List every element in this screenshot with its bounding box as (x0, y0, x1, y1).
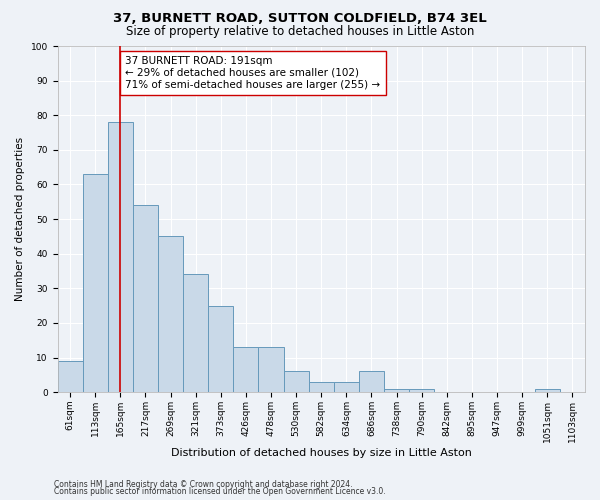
Bar (259, 347, 284, 392)
Bar (108, 122, 133, 392)
Text: 37 BURNETT ROAD: 191sqm
← 29% of detached houses are smaller (102)
71% of semi-d: 37 BURNETT ROAD: 191sqm ← 29% of detache… (125, 56, 380, 90)
Bar (58, 361, 83, 392)
X-axis label: Distribution of detached houses by size in Little Aston: Distribution of detached houses by size … (171, 448, 472, 458)
Text: Size of property relative to detached houses in Little Aston: Size of property relative to detached ho… (126, 25, 474, 38)
Bar (208, 306, 233, 392)
Bar (183, 274, 208, 392)
Y-axis label: Number of detached properties: Number of detached properties (15, 137, 25, 301)
Text: 37, BURNETT ROAD, SUTTON COLDFIELD, B74 3EL: 37, BURNETT ROAD, SUTTON COLDFIELD, B74 … (113, 12, 487, 26)
Bar (158, 236, 183, 392)
Bar (309, 382, 334, 392)
Bar (384, 388, 409, 392)
Bar (233, 347, 259, 392)
Text: Contains public sector information licensed under the Open Government Licence v3: Contains public sector information licen… (54, 487, 386, 496)
Bar (284, 372, 309, 392)
Bar (535, 388, 560, 392)
Bar (334, 382, 359, 392)
Text: Contains HM Land Registry data © Crown copyright and database right 2024.: Contains HM Land Registry data © Crown c… (54, 480, 353, 489)
Bar (359, 372, 384, 392)
Bar (409, 388, 434, 392)
Bar (83, 174, 108, 392)
Bar (133, 205, 158, 392)
